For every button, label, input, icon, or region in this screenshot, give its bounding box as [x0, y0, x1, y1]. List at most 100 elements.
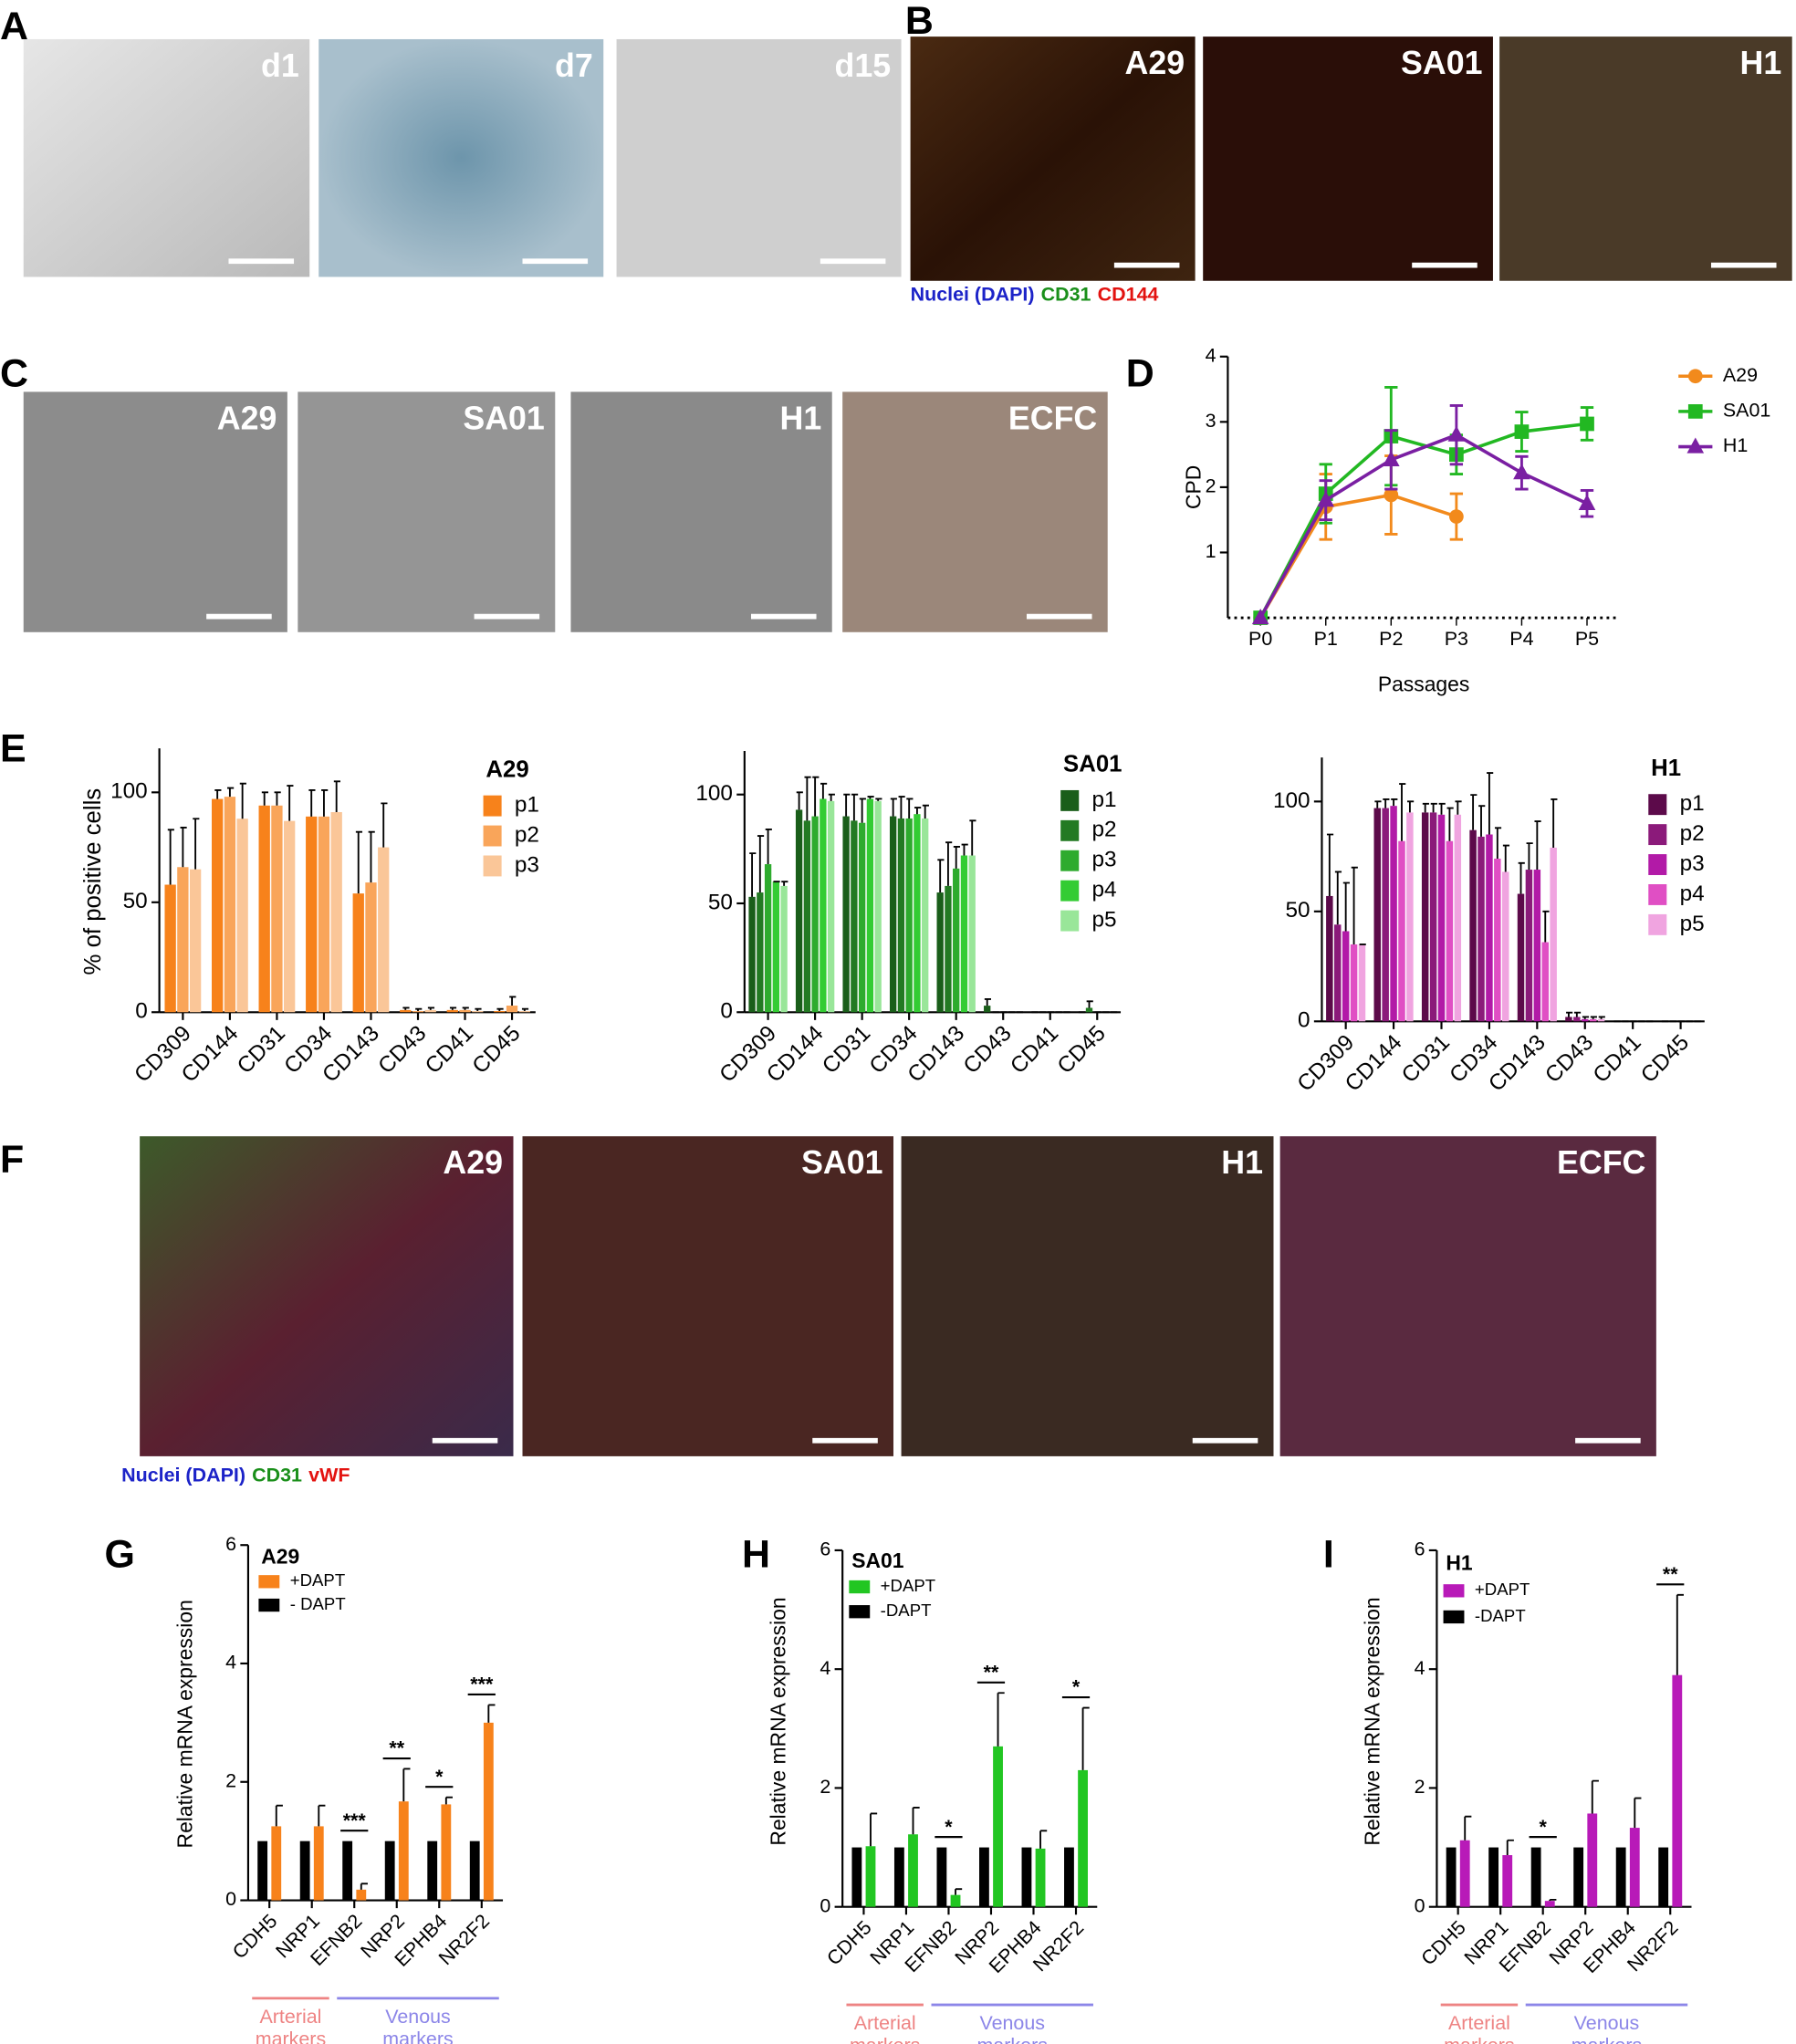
y-tick-label: 2 — [1206, 475, 1216, 497]
x-tick-label: CD31 — [1397, 1030, 1455, 1088]
bar — [518, 1011, 530, 1013]
legend-label: p2 — [515, 822, 539, 847]
error-bar — [1342, 881, 1350, 932]
x-tick-label: CD45 — [1636, 1030, 1694, 1088]
bar — [1035, 1848, 1046, 1907]
x-tick-label: P0 — [1248, 628, 1272, 650]
legend-label: p2 — [1680, 821, 1705, 846]
error-bar — [318, 1804, 326, 1827]
y-tick-label: 2 — [820, 1776, 830, 1798]
significance-label: * — [1540, 1816, 1548, 1838]
error-bar — [953, 846, 960, 869]
bar — [858, 822, 866, 1013]
panel-letter: C — [0, 352, 28, 396]
bar — [945, 885, 952, 1013]
error-bar — [1582, 1016, 1590, 1019]
bar — [177, 867, 189, 1013]
legend-label: +DAPT — [1475, 1580, 1530, 1599]
marker — [1384, 487, 1399, 503]
x-tick-label: CD31 — [233, 1021, 290, 1079]
micrograph-label: A29 — [1125, 45, 1185, 81]
bar — [299, 1841, 310, 1901]
marker — [1251, 609, 1269, 625]
bar — [772, 881, 780, 1013]
bar — [922, 818, 929, 1013]
bar — [1530, 1847, 1541, 1907]
bar — [258, 805, 270, 1013]
legend-swatch — [1648, 913, 1667, 935]
bar — [189, 869, 202, 1013]
micrograph-label: SA01 — [801, 1144, 882, 1181]
bar — [1078, 1769, 1088, 1907]
significance-label: ** — [984, 1661, 999, 1683]
bar — [914, 814, 921, 1013]
error-bar — [1590, 1016, 1597, 1019]
bar — [1350, 944, 1358, 1022]
micrograph — [570, 391, 832, 632]
bar — [459, 1009, 471, 1013]
error-bar — [820, 782, 828, 799]
error-bar — [890, 798, 897, 817]
marker — [1580, 416, 1594, 432]
error-bar — [781, 881, 788, 886]
group-label: Venous — [1574, 2012, 1640, 2034]
bar — [1658, 1847, 1669, 1907]
error-bar — [193, 818, 200, 870]
error-bar — [1455, 800, 1462, 815]
error-bar — [984, 998, 991, 1006]
bar — [1326, 895, 1333, 1022]
error-bar — [1542, 910, 1550, 943]
bar — [1573, 1017, 1581, 1022]
micrograph — [318, 38, 604, 277]
error-bar — [843, 793, 851, 817]
caption-part: vWF — [308, 1464, 350, 1486]
x-tick-label: P4 — [1509, 628, 1533, 650]
bar — [472, 1011, 484, 1013]
micrograph — [616, 38, 902, 277]
y-tick-label: 4 — [1415, 1657, 1425, 1679]
bar — [313, 1826, 324, 1901]
error-bar — [1549, 1898, 1557, 1902]
marker — [1447, 425, 1466, 442]
bar — [1597, 1018, 1605, 1022]
error-bar — [1039, 1830, 1048, 1849]
x-tick-label: CD41 — [421, 1021, 478, 1079]
y-tick-label: 3 — [1206, 410, 1216, 432]
bar — [318, 816, 330, 1013]
bar — [400, 1009, 412, 1013]
legend-label: p1 — [1092, 787, 1117, 812]
x-tick-label: CD43 — [373, 1021, 431, 1079]
error-bar — [1676, 1593, 1684, 1675]
error-bar — [444, 1796, 453, 1805]
bar — [795, 809, 803, 1013]
bar — [936, 1847, 947, 1907]
micrograph-label: H1 — [780, 400, 822, 436]
bar — [427, 1841, 438, 1901]
error-bar — [427, 1006, 435, 1010]
error-bar — [870, 1812, 878, 1847]
x-tick-label: P2 — [1379, 628, 1403, 650]
error-bar — [828, 793, 835, 801]
bar — [1544, 1901, 1555, 1907]
group-label: Venous — [979, 2012, 1045, 2034]
error-bar — [1446, 807, 1454, 841]
y-tick-label: 6 — [1415, 1538, 1425, 1560]
bar — [352, 893, 364, 1013]
bar — [284, 820, 296, 1013]
error-bar — [402, 1768, 411, 1802]
bar — [1525, 870, 1533, 1022]
significance-label: *** — [470, 1674, 494, 1695]
legend-title: A29 — [486, 756, 528, 782]
error-bar — [875, 798, 882, 801]
bar — [446, 1009, 458, 1013]
bar — [1494, 858, 1501, 1022]
bar — [257, 1841, 268, 1901]
bar — [1334, 924, 1342, 1022]
y-tick-label: 6 — [225, 1533, 236, 1555]
error-bar — [167, 829, 174, 885]
legend-swatch — [1060, 819, 1080, 841]
bar — [1446, 1847, 1457, 1907]
bar — [424, 1009, 436, 1013]
error-bar — [1081, 1706, 1090, 1770]
error-bar — [1438, 802, 1446, 815]
